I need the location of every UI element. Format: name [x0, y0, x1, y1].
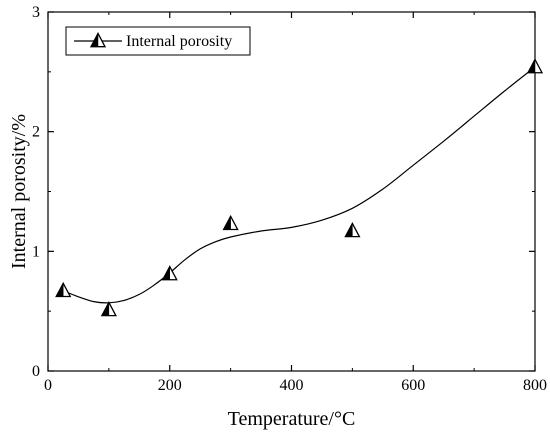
x-axis: 0 200 400 600 800: [44, 12, 547, 394]
marker-fill-half: [55, 283, 64, 297]
marker-fill-half: [223, 216, 231, 230]
legend-marker-icon: [89, 32, 107, 48]
legend: Internal porosity: [65, 26, 251, 56]
data-point-triangle: [222, 214, 239, 231]
marker-fill-half: [162, 266, 170, 280]
y-tick-label: 1: [32, 243, 40, 260]
legend-label: Internal porosity: [126, 33, 232, 50]
data-point-triangle: [55, 281, 72, 298]
marker-fill-half: [90, 33, 99, 47]
plot-border: [47, 11, 536, 372]
data-point-triangle: [161, 265, 178, 281]
marker-fill-half: [101, 302, 110, 316]
plot-area: [47, 11, 536, 372]
marker-fill-half: [344, 223, 353, 237]
x-tick-label: 0: [44, 377, 52, 394]
y-tick-label: 0: [32, 363, 40, 380]
x-tick-label: 200: [158, 377, 182, 394]
data-point-triangle: [344, 222, 361, 238]
data-markers: [55, 58, 544, 317]
x-axis-label: Temperature/°C: [228, 408, 356, 430]
fit-curve: [62, 66, 536, 304]
marker-fill-half: [527, 59, 536, 73]
y-axis: 0 1 2 3: [32, 4, 535, 380]
x-tick-label: 600: [401, 377, 425, 394]
data-point-triangle: [100, 301, 117, 317]
y-tick-label: 2: [32, 124, 40, 141]
legend-triangle: [89, 32, 107, 48]
x-tick-label: 400: [280, 377, 304, 394]
data-point-triangle: [526, 58, 544, 74]
y-axis-label: Internal porosity/%: [8, 114, 30, 269]
y-tick-label: 3: [32, 4, 40, 21]
x-tick-label: 800: [523, 377, 547, 394]
